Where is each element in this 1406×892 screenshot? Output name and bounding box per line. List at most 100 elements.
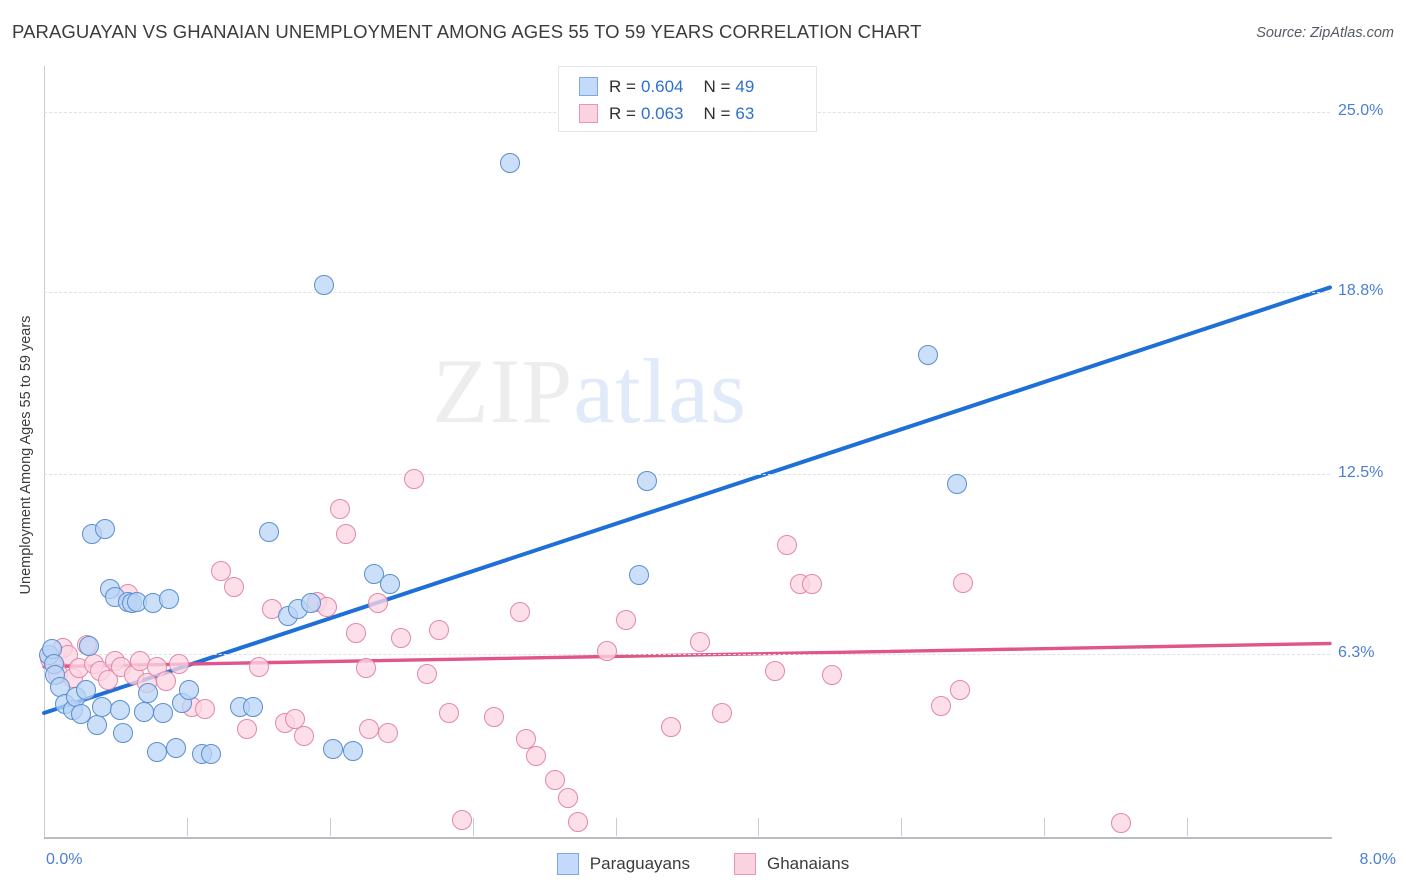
data-point-blue[interactable] <box>112 723 133 744</box>
data-point-pink[interactable] <box>545 769 566 790</box>
data-point-pink[interactable] <box>236 718 257 739</box>
data-point-blue[interactable] <box>109 700 130 721</box>
data-point-blue[interactable] <box>628 565 649 586</box>
data-point-pink[interactable] <box>210 561 231 582</box>
data-point-blue[interactable] <box>91 697 112 718</box>
y-axis-title: Unemployment Among Ages 55 to 59 years <box>18 315 34 595</box>
data-point-pink[interactable] <box>169 653 190 674</box>
x-axis-tick <box>1044 818 1046 836</box>
data-point-blue[interactable] <box>313 274 334 295</box>
stats-swatch-ghanaians <box>579 104 598 123</box>
data-point-blue[interactable] <box>636 471 657 492</box>
data-point-blue[interactable] <box>201 743 222 764</box>
stats-n-label-ghanaians: N = <box>703 103 731 123</box>
data-point-blue[interactable] <box>500 152 521 173</box>
stats-n-label-paraguayans: N = <box>703 76 731 96</box>
stats-r-value-paraguayans: 0.604 <box>640 76 684 96</box>
data-point-pink[interactable] <box>802 574 823 595</box>
data-point-pink[interactable] <box>689 632 710 653</box>
data-point-blue[interactable] <box>379 574 400 595</box>
stats-r-label-ghanaians: R = <box>609 103 636 123</box>
data-point-blue[interactable] <box>75 679 96 700</box>
data-point-blue[interactable] <box>947 474 968 495</box>
data-point-pink[interactable] <box>294 726 315 747</box>
data-point-pink[interactable] <box>329 498 350 519</box>
data-point-pink[interactable] <box>509 601 530 622</box>
data-point-blue[interactable] <box>165 737 186 758</box>
data-point-pink[interactable] <box>403 468 424 489</box>
legend-label-paraguayans: Paraguayans <box>589 854 690 873</box>
data-point-blue[interactable] <box>918 345 939 366</box>
data-point-pink[interactable] <box>355 658 376 679</box>
legend-swatch-ghanaians <box>733 853 756 875</box>
data-point-pink[interactable] <box>950 679 971 700</box>
x-axis-tick <box>615 818 617 836</box>
data-point-pink[interactable] <box>712 702 733 723</box>
trendlines <box>42 285 1332 715</box>
legend-item-paraguayans[interactable]: Paraguayans <box>556 853 690 875</box>
data-point-pink[interactable] <box>429 620 450 641</box>
legend-swatch-paraguayans <box>556 853 579 875</box>
data-point-blue[interactable] <box>363 564 384 585</box>
data-point-pink[interactable] <box>156 671 177 692</box>
data-point-blue[interactable] <box>300 592 321 613</box>
data-point-pink[interactable] <box>345 623 366 644</box>
data-point-pink[interactable] <box>821 665 842 686</box>
data-point-blue[interactable] <box>79 636 99 657</box>
data-point-pink[interactable] <box>416 663 437 684</box>
data-point-pink[interactable] <box>525 746 546 767</box>
data-point-pink[interactable] <box>358 718 379 739</box>
data-point-pink[interactable] <box>336 523 357 544</box>
data-point-pink[interactable] <box>249 656 270 677</box>
data-point-pink[interactable] <box>953 572 974 593</box>
data-point-pink[interactable] <box>98 669 119 690</box>
data-point-pink[interactable] <box>930 695 951 716</box>
data-point-pink[interactable] <box>223 577 244 598</box>
data-point-pink[interactable] <box>1111 812 1132 833</box>
x-axis-tick <box>329 818 331 836</box>
data-point-blue[interactable] <box>95 519 116 540</box>
data-point-blue[interactable] <box>152 702 173 723</box>
data-point-pink[interactable] <box>516 729 537 750</box>
plot-area: ZIPatlas <box>38 66 1332 836</box>
data-point-pink[interactable] <box>378 723 398 744</box>
x-axis-tick <box>901 818 903 836</box>
data-point-pink[interactable] <box>776 535 797 556</box>
data-point-pink[interactable] <box>194 698 215 719</box>
y-axis-tick-label: 12.5% <box>1338 464 1384 482</box>
data-point-blue[interactable] <box>178 679 199 700</box>
data-point-pink[interactable] <box>558 788 579 809</box>
data-point-pink[interactable] <box>439 702 460 723</box>
data-point-blue[interactable] <box>259 522 280 543</box>
data-point-pink[interactable] <box>765 661 786 681</box>
x-axis-tick <box>1187 818 1189 836</box>
y-axis-tick-label: 25.0% <box>1338 102 1384 120</box>
data-point-pink[interactable] <box>451 810 472 831</box>
data-point-pink[interactable] <box>368 592 389 613</box>
legend-item-ghanaians[interactable]: Ghanaians <box>733 853 850 875</box>
data-point-pink[interactable] <box>660 717 681 738</box>
data-point-pink[interactable] <box>615 610 636 631</box>
stats-swatch-paraguayans <box>579 77 598 96</box>
legend-label-ghanaians: Ghanaians <box>766 854 850 873</box>
data-point-pink[interactable] <box>567 811 588 832</box>
x-axis-tick <box>758 818 760 836</box>
data-point-blue[interactable] <box>342 740 363 761</box>
data-point-blue[interactable] <box>133 701 154 722</box>
gridline <box>44 291 1330 293</box>
data-point-blue[interactable] <box>146 742 167 763</box>
correlation-stats-box: R = 0.604 N = 49 R = 0.063 N = 63 <box>558 66 817 132</box>
x-axis-label-min: 0.0% <box>46 851 83 868</box>
data-point-pink[interactable] <box>484 707 505 728</box>
data-point-blue[interactable] <box>70 704 91 725</box>
data-point-pink[interactable] <box>284 708 305 729</box>
data-point-blue[interactable] <box>138 682 159 703</box>
data-point-blue[interactable] <box>87 714 108 735</box>
y-axis-tick-label: 6.3% <box>1338 643 1375 661</box>
data-point-pink[interactable] <box>596 640 617 661</box>
page-title: PARAGUAYAN VS GHANAIAN UNEMPLOYMENT AMON… <box>12 21 922 42</box>
data-point-pink[interactable] <box>390 627 411 648</box>
data-point-blue[interactable] <box>159 588 180 609</box>
data-point-blue[interactable] <box>242 697 263 718</box>
